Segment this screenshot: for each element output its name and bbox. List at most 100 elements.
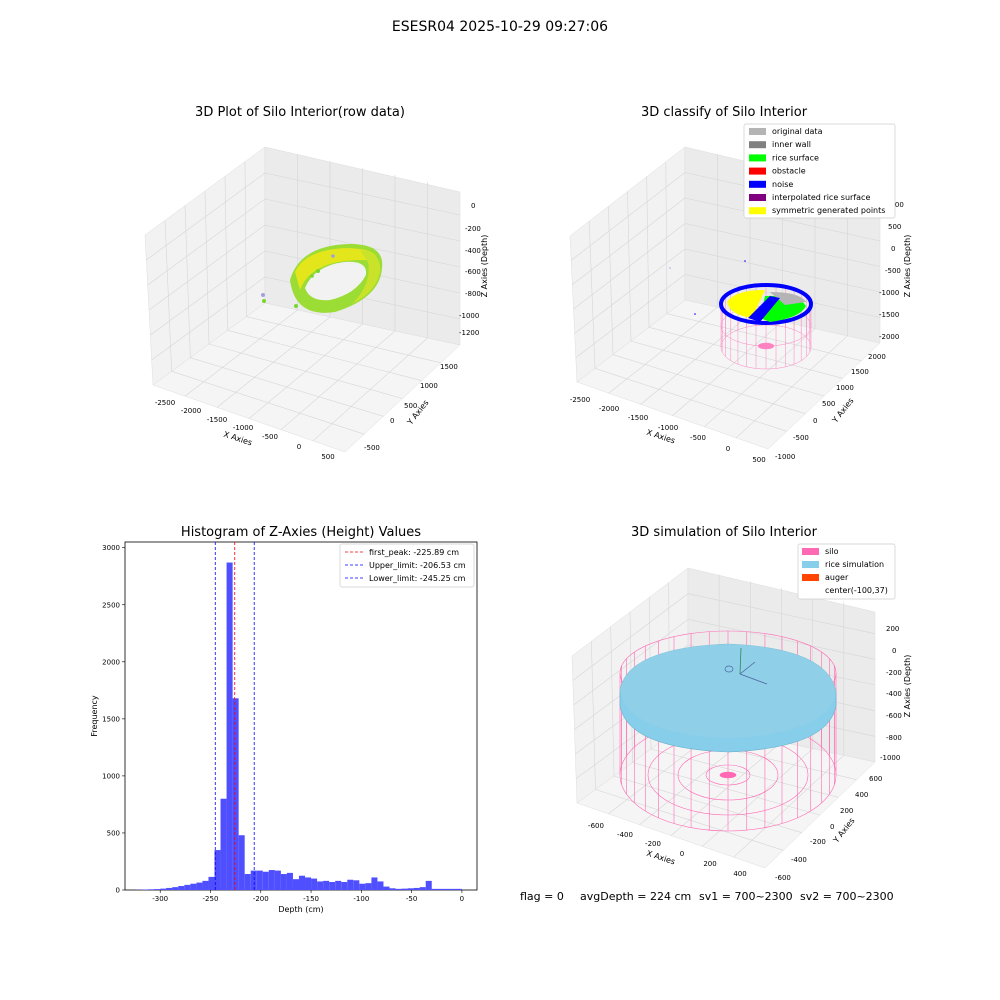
x-tick: 400: [733, 870, 746, 878]
z-tick: -1000: [880, 754, 900, 762]
x-tick-labels: -600 -400 -200 0 200 400: [588, 822, 747, 878]
x-tick: -1000: [658, 424, 678, 432]
y-tick: 500: [822, 400, 835, 408]
x-tick: 200: [703, 860, 716, 868]
histogram-bar: [341, 882, 348, 890]
histogram-bar: [220, 798, 227, 890]
grid-line: [570, 172, 686, 261]
legend-classify: original data inner wall rice surface obsta…: [743, 123, 896, 219]
legend-label: Lower_limit: -245.25 cm: [369, 574, 466, 583]
noise-point: [669, 267, 671, 269]
y-tick: 0: [830, 823, 834, 831]
auger: [724, 647, 768, 685]
stray-point: [331, 254, 335, 258]
histogram-bar: [154, 889, 161, 890]
histogram-bar: [244, 874, 251, 890]
x-tick: -1500: [207, 416, 227, 424]
histogram-bar: [383, 886, 390, 890]
z-tick: -1500: [879, 311, 899, 319]
y-tick: -400: [791, 856, 807, 864]
rice-surface-top: [620, 644, 836, 738]
z-tick: -600: [465, 268, 481, 276]
histogram-bar: [305, 877, 312, 890]
panel-simulation-3d: 3D simulation of Silo Interior -600 -400: [571, 525, 912, 882]
histogram-bar: [274, 870, 281, 890]
legend-label: original data: [772, 127, 823, 136]
suptitle: ESESR04 2025-10-29 09:27:06: [392, 19, 608, 35]
y-tick: 500: [107, 829, 120, 837]
x-tick: -500: [262, 433, 278, 441]
z-tick: -200: [465, 225, 481, 233]
histogram-bar: [172, 887, 179, 890]
y-tick: 0: [390, 417, 394, 425]
x-tick-labels: -300 -250 -200 -150 -100 -50 0: [152, 890, 464, 903]
x-tick: -1000: [233, 424, 253, 432]
panel-classify-3d: 3D classify of Silo Interior -2500 -2000…: [569, 105, 912, 464]
legend-swatch: [749, 194, 766, 201]
legend-swatch: [749, 141, 766, 149]
legend-swatch: [749, 180, 766, 188]
z-axis-label: Z Axies (Depth): [480, 235, 489, 298]
z-tick: 0: [471, 202, 475, 210]
x-tick: -100: [353, 895, 369, 903]
legend-label: interpolated rice surface: [772, 193, 870, 202]
z-tick: -400: [465, 247, 481, 255]
histogram-bar: [292, 879, 299, 890]
histogram-bar: [371, 877, 378, 890]
histogram-bar: [437, 888, 444, 890]
original-data-area: [770, 292, 806, 305]
y-tick: 0: [813, 417, 817, 425]
grid-line: [735, 335, 848, 439]
axis-marker: [739, 661, 756, 675]
z-tick: -1000: [459, 312, 479, 320]
y-tick-labels: -600 -400 -200 0 200 400 600: [775, 775, 882, 882]
histogram-bar: [298, 875, 306, 890]
symmetric-points-area: [727, 290, 765, 318]
y-axis-label: Y Axies: [831, 816, 857, 845]
legend-label: rice surface: [772, 153, 819, 162]
histogram-bar: [329, 882, 336, 890]
grid-line: [733, 755, 845, 858]
z-tick: -800: [886, 734, 902, 742]
y-tick: -600: [775, 874, 791, 882]
legend-histogram: first_peak: -225.89 cm Upper_limit: -206.…: [339, 543, 475, 588]
histogram-bar: [196, 882, 203, 890]
y-tick: 600: [869, 775, 882, 783]
z-tick: 500: [888, 223, 901, 231]
legend-label: inner wall: [772, 140, 811, 149]
y-tick: 2500: [102, 601, 120, 609]
legend-swatch: [802, 548, 819, 555]
y-tick: 400: [855, 791, 868, 799]
histogram-bar: [148, 889, 155, 890]
histogram-bar: [214, 850, 221, 890]
stray-point: [261, 293, 265, 297]
auger-top: [724, 665, 734, 673]
legend-label: center(-100,37): [825, 586, 888, 595]
histogram-bar: [377, 881, 384, 890]
histogram-bar: [419, 887, 426, 890]
histogram-bar: [190, 883, 197, 890]
x-tick: 0: [680, 850, 684, 858]
panel-raw-title: 3D Plot of Silo Interior(row data): [195, 105, 405, 120]
histogram-bar: [353, 880, 360, 890]
z-tick: -600: [886, 712, 902, 720]
z-tick: -500: [885, 267, 901, 275]
z-tick: -200: [886, 669, 902, 677]
rice-ring-right: [352, 250, 381, 304]
axis-marker: [739, 673, 768, 685]
status-sv1: sv1 = 700~2300: [699, 890, 793, 903]
x-tick: -250: [203, 895, 219, 903]
histogram-bar: [286, 872, 293, 890]
histogram-bar: [208, 876, 215, 890]
y-tick-labels: -1000 -500 0 500 1000 1500 2000: [775, 353, 886, 461]
legend-frame: [339, 543, 475, 588]
noise-ring: [719, 283, 813, 325]
y-tick: -200: [810, 838, 826, 846]
histogram-bar: [280, 874, 287, 890]
silo-floor-center: [719, 771, 737, 779]
silo-floor-center: [757, 342, 775, 350]
y-tick: 1500: [102, 715, 120, 723]
legend-label: first_peak: -225.89 cm: [369, 548, 459, 557]
histogram-bar: [184, 884, 191, 890]
y-tick-labels: -500 0 500 1000 1500: [364, 363, 458, 452]
